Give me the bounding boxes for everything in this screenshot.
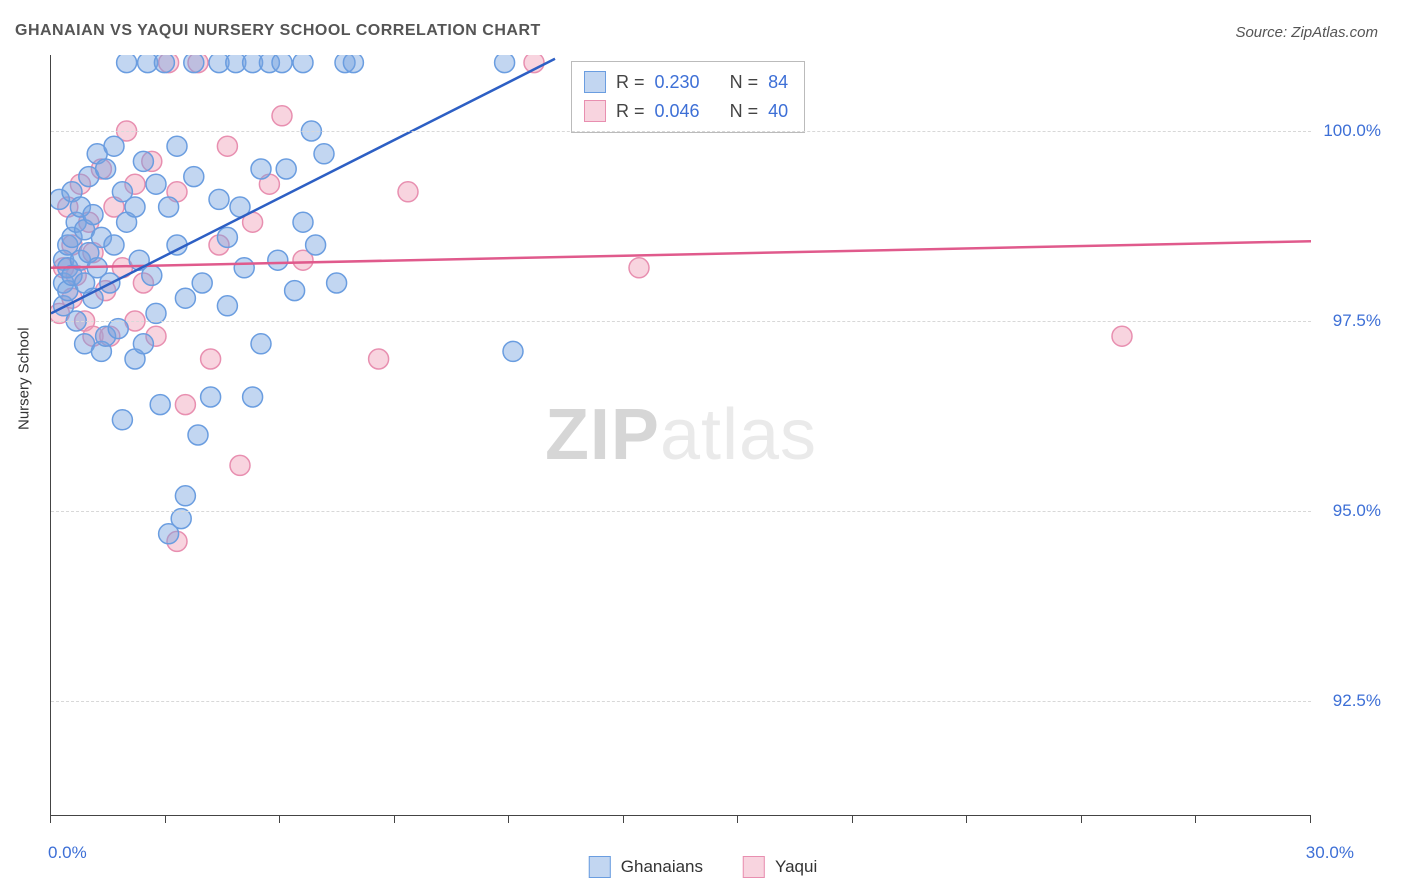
- scatter-point: [293, 212, 313, 232]
- scatter-point: [201, 387, 221, 407]
- scatter-point: [192, 273, 212, 293]
- x-tick: [165, 815, 166, 823]
- legend-item-ghanaians: Ghanaians: [589, 856, 703, 878]
- scatter-point: [133, 334, 153, 354]
- stat-r-label: R =: [616, 68, 645, 97]
- scatter-point: [327, 273, 347, 293]
- scatter-point: [112, 410, 132, 430]
- scatter-point: [285, 281, 305, 301]
- legend-label-ghanaians: Ghanaians: [621, 857, 703, 877]
- scatter-point: [133, 151, 153, 171]
- regression-line: [51, 241, 1311, 268]
- y-tick-label: 95.0%: [1301, 501, 1381, 521]
- legend-item-yaqui: Yaqui: [743, 856, 817, 878]
- scatter-point: [293, 53, 313, 73]
- scatter-point: [142, 265, 162, 285]
- chart-title: GHANAIAN VS YAQUI NURSERY SCHOOL CORRELA…: [15, 22, 541, 40]
- stat-n-label2: N =: [730, 97, 759, 126]
- stats-box: R = 0.230 N = 84 R = 0.046 N = 40: [571, 61, 805, 133]
- scatter-point: [104, 235, 124, 255]
- scatter-point: [175, 486, 195, 506]
- x-tick: [394, 815, 395, 823]
- scatter-point: [629, 258, 649, 278]
- scatter-point: [83, 205, 103, 225]
- scatter-point: [217, 296, 237, 316]
- x-tick: [966, 815, 967, 823]
- y-axis-title: Nursery School: [16, 327, 33, 430]
- scatter-point: [217, 227, 237, 247]
- scatter-point: [503, 341, 523, 361]
- stat-r-yaqui: 0.046: [655, 97, 700, 126]
- gridline: [51, 321, 1311, 322]
- scatter-point: [234, 258, 254, 278]
- chart-container: GHANAIAN VS YAQUI NURSERY SCHOOL CORRELA…: [0, 0, 1406, 892]
- scatter-point: [146, 174, 166, 194]
- scatter-point: [306, 235, 326, 255]
- stat-r-ghanaians: 0.230: [655, 68, 700, 97]
- scatter-point: [159, 197, 179, 217]
- x-start-label: 0.0%: [48, 843, 87, 863]
- bottom-legend: Ghanaians Yaqui: [589, 856, 817, 878]
- stat-r-label2: R =: [616, 97, 645, 126]
- gridline: [51, 701, 1311, 702]
- scatter-point: [369, 349, 389, 369]
- y-tick-label: 92.5%: [1301, 691, 1381, 711]
- scatter-point: [272, 106, 292, 126]
- stats-row-yaqui: R = 0.046 N = 40: [584, 97, 788, 126]
- stats-row-ghanaians: R = 0.230 N = 84: [584, 68, 788, 97]
- gridline: [51, 511, 1311, 512]
- scatter-point: [1112, 326, 1132, 346]
- scatter-point: [343, 53, 363, 73]
- scatter-point: [251, 334, 271, 354]
- stat-n-label: N =: [730, 68, 759, 97]
- scatter-point: [154, 53, 174, 73]
- y-tick-label: 97.5%: [1301, 311, 1381, 331]
- scatter-point: [230, 455, 250, 475]
- source-text: Source: ZipAtlas.com: [1235, 24, 1378, 41]
- scatter-point: [243, 387, 263, 407]
- x-tick: [737, 815, 738, 823]
- stat-n-ghanaians: 84: [768, 68, 788, 97]
- legend-label-yaqui: Yaqui: [775, 857, 817, 877]
- scatter-point: [268, 250, 288, 270]
- legend-swatch-yaqui: [743, 856, 765, 878]
- x-tick: [852, 815, 853, 823]
- y-tick-label: 100.0%: [1301, 121, 1381, 141]
- swatch-ghanaians: [584, 71, 606, 93]
- scatter-point: [117, 53, 137, 73]
- scatter-point: [209, 189, 229, 209]
- scatter-point: [104, 136, 124, 156]
- scatter-point: [150, 395, 170, 415]
- x-tick: [1195, 815, 1196, 823]
- scatter-point: [272, 53, 292, 73]
- stat-n-yaqui: 40: [768, 97, 788, 126]
- x-tick: [279, 815, 280, 823]
- x-tick: [623, 815, 624, 823]
- scatter-point: [175, 395, 195, 415]
- legend-swatch-ghanaians: [589, 856, 611, 878]
- plot-area: ZIPatlas R = 0.230 N = 84 R = 0.046 N = …: [50, 55, 1311, 816]
- scatter-point: [96, 159, 116, 179]
- x-tick: [1081, 815, 1082, 823]
- swatch-yaqui: [584, 100, 606, 122]
- scatter-point: [217, 136, 237, 156]
- gridline: [51, 131, 1311, 132]
- scatter-point: [184, 167, 204, 187]
- x-tick: [1310, 815, 1311, 823]
- scatter-point: [167, 136, 187, 156]
- scatter-point: [184, 53, 204, 73]
- scatter-point: [276, 159, 296, 179]
- scatter-point: [251, 159, 271, 179]
- scatter-point: [495, 53, 515, 73]
- scatter-point: [201, 349, 221, 369]
- scatter-point: [314, 144, 334, 164]
- scatter-point: [125, 197, 145, 217]
- x-tick: [508, 815, 509, 823]
- scatter-point: [398, 182, 418, 202]
- scatter-point: [175, 288, 195, 308]
- x-end-label: 30.0%: [1306, 843, 1354, 863]
- scatter-point: [188, 425, 208, 445]
- x-tick: [50, 815, 51, 823]
